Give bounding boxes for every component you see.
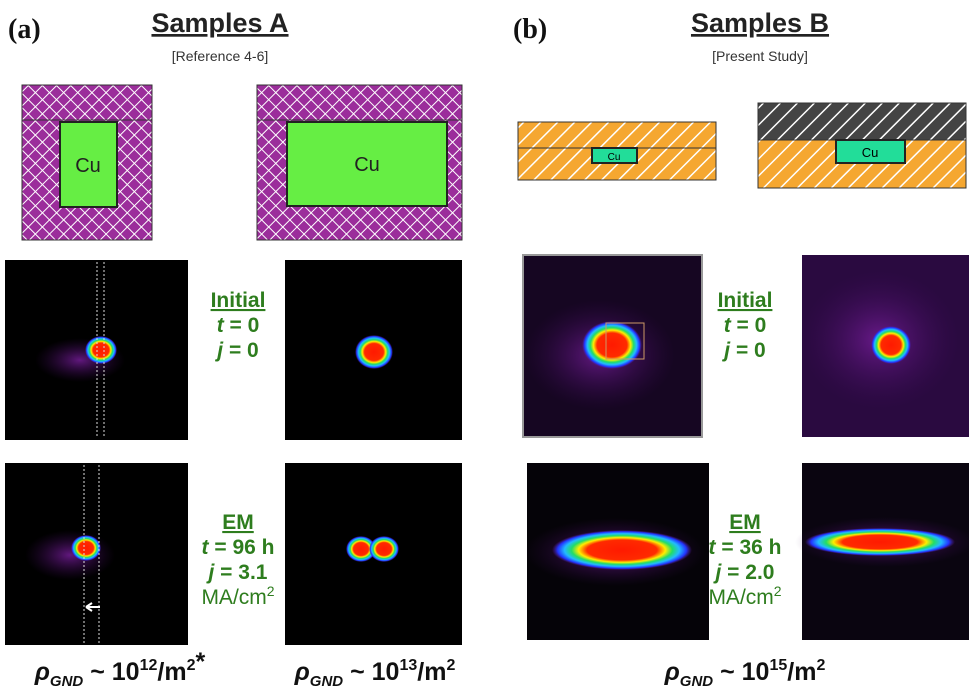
cu-label: Cu (862, 145, 879, 160)
condition-line: j = 0 (721, 339, 765, 362)
value: = 3.1 (214, 561, 267, 584)
micrograph (795, 463, 969, 640)
middle: ~ 10 (83, 658, 139, 686)
unit-exponent: 2 (446, 657, 455, 674)
condition-heading: EM (729, 511, 761, 534)
middle: ~ 10 (343, 658, 399, 686)
unit-base: MA/cm (201, 586, 266, 609)
density-label: ρGND ~ 1012/m2* (34, 648, 206, 690)
micrograph (285, 463, 462, 645)
cu-label: Cu (75, 155, 101, 177)
condition-line: t = 0 (217, 314, 260, 337)
subscript: GND (680, 673, 714, 690)
micrograph (800, 255, 969, 437)
value: = 96 h (209, 536, 275, 559)
micrograph (5, 463, 188, 645)
unit: /m (787, 658, 816, 686)
value: = 0 (731, 314, 767, 337)
panel-title: Samples A (151, 8, 288, 38)
symbol: ρ (294, 658, 310, 686)
density-label: ρGND ~ 1015/m2 (664, 657, 826, 690)
unit-exp: 2 (774, 583, 782, 599)
panel-title: Samples B (691, 8, 829, 38)
exponent: 13 (399, 657, 417, 674)
exponent: 12 (140, 657, 158, 674)
unit: MA/cm2 (201, 583, 274, 609)
condition-line: j = 2.0 (713, 561, 775, 584)
micrograph (5, 260, 188, 440)
panel-label: (b) (513, 14, 547, 45)
value: = 0 (223, 339, 259, 362)
symbol: ρ (664, 658, 680, 686)
symbol: ρ (34, 658, 50, 686)
value: = 36 h (716, 536, 782, 559)
unit-exponent: 2 (816, 657, 825, 674)
panel-subtitle: [Present Study] (712, 48, 808, 64)
condition-heading: Initial (211, 289, 266, 312)
middle: ~ 10 (713, 658, 769, 686)
condition-line: t = 36 h (709, 536, 782, 559)
condition-line: t = 96 h (202, 536, 275, 559)
condition-line: t = 0 (724, 314, 767, 337)
micrograph (285, 260, 462, 440)
condition-line: j = 0 (214, 339, 258, 362)
unit-base: MA/cm (708, 586, 773, 609)
schematic (518, 122, 716, 180)
unit: /m (417, 658, 446, 686)
density-label: ρGND ~ 1013/m2 (294, 657, 456, 690)
micrograph (525, 463, 709, 640)
unit: /m (157, 658, 186, 686)
suffix: * (195, 648, 205, 676)
subscript: GND (310, 673, 344, 690)
panel-label: (a) (8, 14, 41, 45)
condition-heading: EM (222, 511, 254, 534)
value: = 0 (224, 314, 260, 337)
subscript: GND (50, 673, 84, 690)
cu-label: Cu (354, 154, 380, 176)
value: = 2.0 (721, 561, 774, 584)
micrograph (523, 255, 702, 437)
panel-subtitle: [Reference 4-6] (172, 48, 269, 64)
figure: (a) Samples A [Reference 4-6] Cu Cu (b) … (0, 0, 969, 691)
condition-heading: Initial (718, 289, 773, 312)
condition-line: j = 3.1 (206, 561, 268, 584)
unit: MA/cm2 (708, 583, 781, 609)
cu-label: Cu (608, 152, 621, 163)
exponent: 15 (769, 657, 787, 674)
unit-exponent: 2 (187, 657, 196, 674)
unit-exp: 2 (267, 583, 275, 599)
value: = 0 (730, 339, 766, 362)
